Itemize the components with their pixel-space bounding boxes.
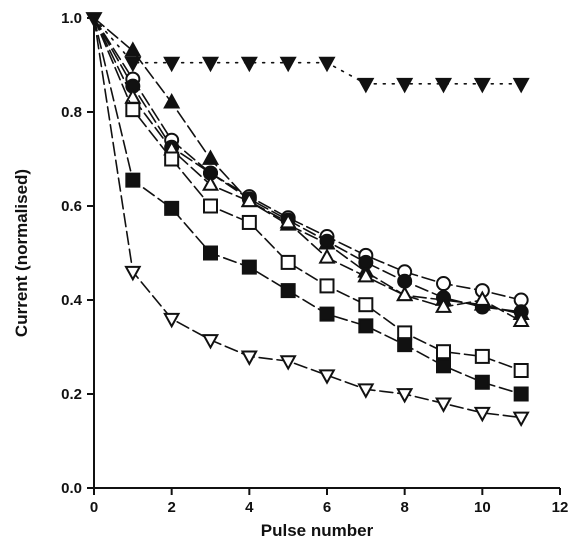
data-point	[473, 77, 491, 94]
data-point	[124, 56, 142, 73]
data-point	[241, 214, 257, 230]
series-line	[93, 17, 522, 419]
data-point	[436, 344, 451, 360]
data-point	[473, 406, 491, 423]
data-point	[318, 369, 336, 385]
data-point	[240, 191, 258, 208]
series-filled-circle	[93, 17, 529, 320]
data-point	[434, 77, 453, 94]
data-point	[319, 306, 335, 322]
data-point	[397, 273, 413, 289]
data-point	[318, 248, 336, 264]
x-tick-label: 2	[167, 499, 175, 516]
data-point	[396, 388, 414, 404]
data-point	[512, 411, 530, 428]
series-filled-triangle-up	[93, 17, 530, 320]
series-line	[93, 17, 522, 372]
series-line	[93, 17, 522, 322]
x-tick-label: 4	[245, 499, 254, 516]
y-tick-label: 0.4	[61, 292, 83, 309]
data-point	[240, 350, 258, 366]
y-tick-label: 0.0	[61, 480, 82, 497]
data-point	[396, 285, 414, 302]
data-point	[203, 245, 218, 261]
x-tick-label: 12	[552, 499, 569, 516]
x-axis-title: Pulse number	[261, 521, 374, 540]
data-point	[241, 259, 257, 275]
data-point	[163, 312, 181, 329]
data-point	[436, 358, 451, 374]
series-line	[93, 17, 522, 301]
data-point	[358, 318, 374, 334]
data-point	[513, 386, 529, 402]
series-open-square	[93, 17, 529, 378]
series-line	[93, 17, 522, 395]
axes: 0 2 4 6 8 10 12 0.0 0.2 0.4 0.6 0.8 1.0	[61, 10, 568, 516]
data-point	[279, 56, 297, 73]
data-point	[163, 56, 181, 73]
data-point	[201, 334, 220, 350]
data-point	[164, 151, 180, 167]
data-point	[512, 311, 530, 328]
data-point	[397, 337, 413, 353]
series-layer	[85, 12, 530, 428]
y-tick-label: 1.0	[61, 10, 82, 27]
data-point	[474, 374, 490, 390]
data-point	[358, 254, 374, 270]
data-point	[396, 77, 414, 94]
x-tick-label: 8	[400, 499, 408, 516]
data-point	[124, 88, 142, 104]
data-point	[512, 77, 530, 94]
data-point	[125, 102, 141, 118]
data-point	[280, 254, 296, 270]
data-point	[357, 383, 375, 399]
data-point	[434, 297, 453, 313]
data-point	[279, 212, 297, 229]
data-point	[513, 363, 529, 378]
data-point	[434, 397, 453, 413]
data-point	[163, 93, 181, 109]
data-point	[124, 41, 142, 57]
data-point	[124, 265, 142, 282]
series-open-triangle-down	[93, 17, 530, 428]
y-tick-label: 0.6	[61, 198, 82, 215]
series-filled-square	[93, 17, 529, 402]
data-point	[201, 175, 220, 191]
x-tick-label: 0	[90, 499, 98, 516]
series-line	[93, 17, 522, 85]
y-axis-title: Current (normalised)	[12, 169, 31, 337]
data-point	[201, 149, 220, 165]
data-point	[436, 276, 451, 292]
data-point	[318, 56, 336, 73]
data-point	[473, 290, 491, 306]
data-point	[319, 233, 335, 249]
data-point	[474, 348, 490, 364]
data-point	[279, 355, 297, 371]
data-point	[357, 266, 375, 283]
data-point	[203, 198, 218, 214]
y-tick-label: 0.8	[61, 104, 82, 121]
data-point	[357, 77, 375, 94]
data-point	[319, 278, 335, 294]
x-tick-label: 10	[474, 499, 491, 516]
data-point	[125, 172, 141, 188]
data-point	[201, 56, 220, 73]
x-tick-label: 6	[323, 499, 331, 516]
data-point	[358, 297, 374, 313]
data-point	[240, 56, 258, 73]
series-filled-triangle-down	[85, 12, 530, 94]
series-open-circle	[93, 17, 529, 308]
data-point	[280, 283, 296, 299]
data-point	[164, 200, 180, 216]
y-tick-label: 0.2	[61, 386, 82, 403]
series-open-triangle-up	[93, 17, 530, 328]
